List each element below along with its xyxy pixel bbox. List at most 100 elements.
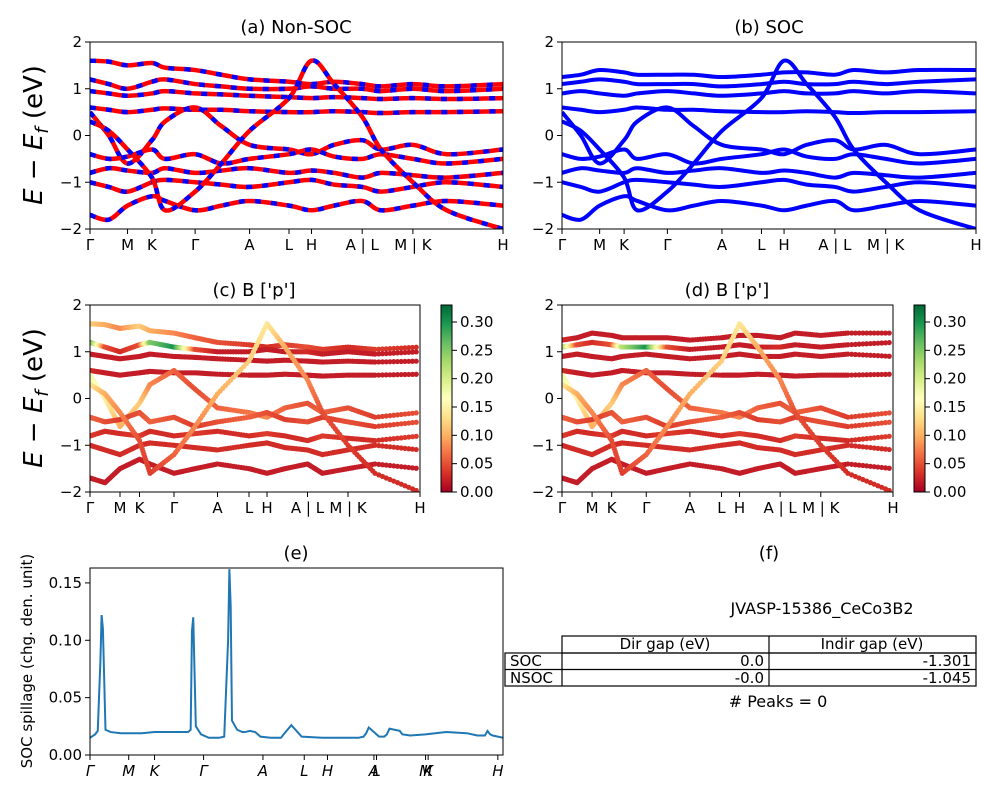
projection-point: [879, 446, 885, 452]
projection-point: [886, 353, 892, 359]
projection-point: [402, 411, 408, 417]
colorbar-tick-label: 0.20: [460, 370, 493, 388]
colorbar-tick-label: 0.00: [933, 483, 966, 501]
nonsoc-band-dashes: [90, 177, 503, 194]
projection-point: [398, 358, 404, 365]
projection-point: [391, 463, 397, 469]
nonsoc-band-dashes: [90, 77, 503, 94]
projection-point: [882, 340, 889, 346]
soc-band: [562, 177, 976, 194]
projection-point: [849, 330, 855, 336]
y-tick-label: 0: [72, 127, 82, 145]
projection-point: [402, 420, 408, 427]
projection-point: [845, 351, 851, 357]
projection-point: [867, 330, 874, 336]
y-tick-label: −2: [532, 220, 554, 238]
projection-point: [387, 462, 393, 469]
panel-b-title: (b) SOC: [734, 17, 803, 38]
projection-point: [875, 420, 881, 427]
projection-point: [860, 330, 866, 336]
projection-point: [864, 412, 870, 418]
projection-point: [402, 349, 408, 356]
projection-point: [413, 419, 419, 425]
projection-point: [387, 350, 393, 356]
projection-point: [867, 444, 874, 451]
nonsoc-band-dashes: [90, 58, 503, 89]
projection-point: [398, 345, 404, 351]
projection-point: [391, 412, 397, 418]
y-tick-label: −2: [60, 220, 82, 238]
y-tick-label: 2: [544, 296, 554, 314]
kpoint-label: L: [285, 236, 294, 254]
kpoint-label: M | K: [329, 499, 368, 517]
projection-point: [871, 352, 877, 359]
projection-point: [871, 421, 877, 427]
kpoint-label: K: [147, 236, 158, 254]
projection-point: [387, 422, 393, 428]
kpoint-label: L: [757, 236, 766, 254]
projection-point: [394, 421, 401, 427]
projection-point: [856, 413, 862, 419]
projection-point: [379, 372, 386, 378]
kpoint-label: A | L: [346, 236, 380, 254]
kpoint-label: Γ: [558, 236, 567, 254]
y-tick-label: 2: [72, 296, 82, 314]
y-tick-label: 1: [72, 343, 82, 361]
panel-data: [90, 321, 419, 492]
projection-point: [398, 371, 404, 378]
projection-point: [383, 346, 389, 352]
projection-point: [409, 434, 416, 440]
projection-point: [402, 345, 408, 351]
table-cell-dir: -0.0: [735, 669, 764, 687]
projection-point: [882, 420, 889, 426]
projection-point: [867, 340, 874, 347]
peaks-count: # Peaks = 0: [729, 692, 828, 711]
projection-point: [875, 464, 881, 470]
projection-point: [406, 371, 412, 378]
projection-point: [879, 420, 885, 426]
y-tick-label: 0.15: [49, 574, 82, 592]
projection-point: [879, 340, 885, 346]
y-tick-label: 2: [544, 33, 554, 51]
projection-point: [860, 444, 866, 450]
projection-point: [867, 421, 874, 427]
projection-point: [406, 345, 412, 351]
projection-point: [886, 410, 892, 416]
projection-point: [402, 371, 408, 378]
panel-f-content: JVASP-15386_CeCo3B2 Dir gap (eV) Indir g…: [504, 599, 977, 711]
projection-point: [867, 352, 874, 358]
y-tick-label: 1: [72, 80, 82, 98]
projection-point: [372, 423, 378, 430]
gap-table: [504, 635, 977, 687]
projection-point: [387, 346, 393, 352]
kpoint-label: K: [607, 499, 618, 517]
projection-point: [879, 353, 885, 359]
kpoint-label: A: [244, 236, 255, 254]
projection-point: [845, 423, 851, 430]
projection-point: [413, 349, 419, 355]
soc-band: [562, 89, 976, 98]
projection-point: [864, 422, 870, 428]
colorbar: [913, 304, 926, 493]
soc-band: [562, 194, 976, 222]
projection-point: [875, 330, 881, 336]
projection-point: [882, 353, 889, 359]
projection-point: [886, 339, 892, 346]
projection-point: [379, 346, 386, 352]
projection-point: [875, 411, 881, 417]
projection-point: [875, 340, 881, 346]
projection-point: [394, 372, 401, 378]
kpoint-label: M: [122, 762, 135, 780]
projection-point: [871, 330, 877, 336]
projection-point: [413, 344, 419, 350]
kpoint-label: M | K: [802, 499, 841, 517]
projection-point: [852, 372, 858, 378]
nonsoc-band-dashes: [90, 88, 503, 102]
y-tick-label: 0.10: [49, 631, 82, 649]
kpoint-label: L: [717, 499, 726, 517]
projection-point: [383, 436, 389, 443]
projection-point: [398, 464, 404, 470]
projection-point: [879, 330, 885, 336]
